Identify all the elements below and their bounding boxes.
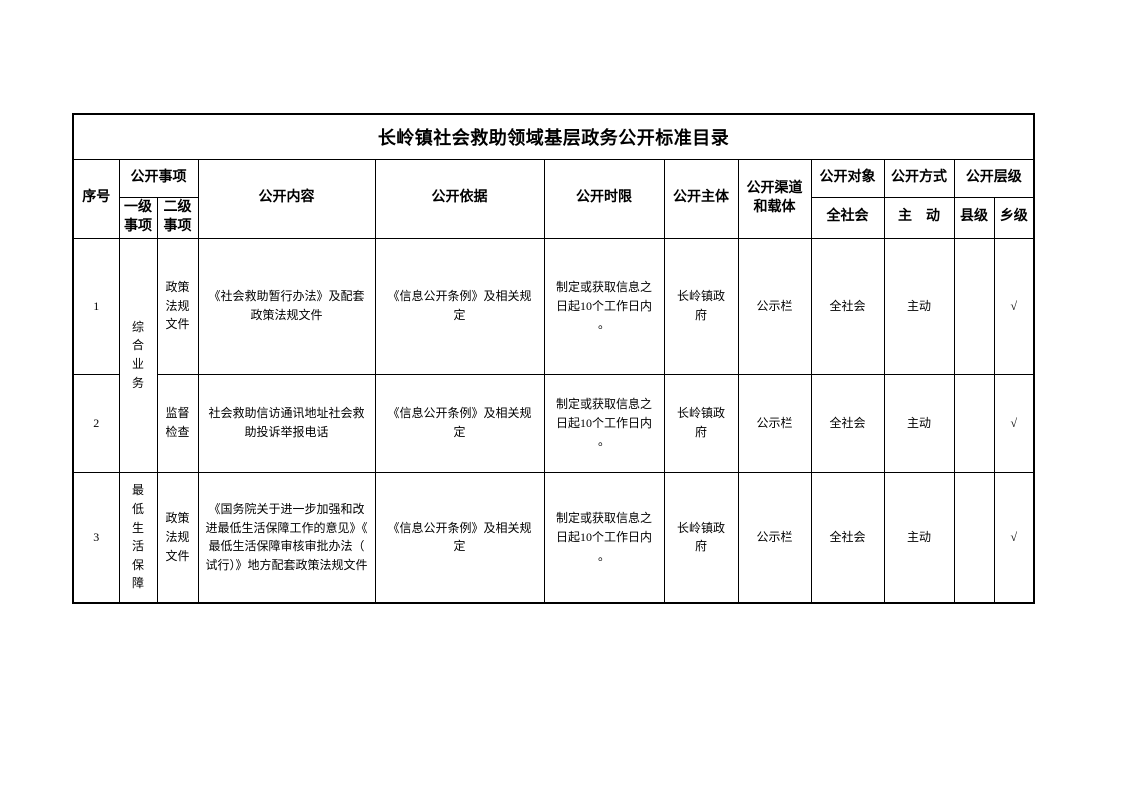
header-time-limit: 公开时限 [543, 158, 665, 239]
row3-cell-township-check: √ [993, 471, 1035, 604]
header-channel: 公开渠道和载体 [737, 158, 812, 239]
row3-cell-time-limit: 制定或获取信息之日起10个工作日内。 [543, 471, 665, 604]
row2-cell-county [953, 373, 995, 473]
row2-cell-level2: 监督检查 [156, 373, 199, 473]
row1-cell-basis: 《信息公开条例》及相关规定 [374, 237, 545, 375]
row2-cell-channel: 公示栏 [737, 373, 812, 473]
row1-cell-seq: 1 [72, 237, 120, 375]
row1-cell-channel: 公示栏 [737, 237, 812, 375]
row2-cell-seq: 2 [72, 373, 120, 473]
header-method: 公开方式 [883, 158, 955, 198]
row2-cell-audience: 全社会 [810, 373, 885, 473]
header-audience: 公开对象 [810, 158, 885, 198]
row1-cell-audience: 全社会 [810, 237, 885, 375]
header-item-group: 公开事项 [118, 158, 199, 198]
row3-cell-method: 主动 [883, 471, 955, 604]
row3-cell-level1: 最低生活保障 [118, 471, 158, 604]
table-row-1: 1 综合业务 政策法规文件 《社会救助暂行办法》及配套政策法规文件 《信息公开条… [72, 237, 1035, 473]
row1-cell-level1: 综合业务 [118, 237, 158, 473]
row1-cell-content: 《社会救助暂行办法》及配套政策法规文件 [197, 237, 376, 375]
row3-cell-level2: 政策法规文件 [156, 471, 199, 604]
header-content: 公开内容 [197, 158, 376, 239]
row1-cell-county [953, 237, 995, 375]
header-level-township: 乡级 [993, 196, 1035, 239]
header-audience-sub: 全社会 [810, 196, 885, 239]
row1-cell-method: 主动 [883, 237, 955, 375]
table-row-3: 3 最低生活保障 政策法规文件 《国务院关于进一步加强和改进最低生活保障工作的意… [72, 471, 1035, 604]
header-level-county: 县级 [953, 196, 995, 239]
row1-cell-level2: 政策法规文件 [156, 237, 199, 375]
row1-cell-township-check: √ [993, 237, 1035, 375]
row2-cell-township-check: √ [993, 373, 1035, 473]
row3-cell-basis: 《信息公开条例》及相关规定 [374, 471, 545, 604]
row2-cell-method: 主动 [883, 373, 955, 473]
row1-cell-time-limit: 制定或获取信息之日起10个工作日内。 [543, 237, 665, 375]
table-title: 长岭镇社会救助领域基层政务公开标准目录 [72, 113, 1035, 160]
header-seq: 序号 [72, 158, 120, 239]
header-basis: 公开依据 [374, 158, 545, 239]
row2-cell-subject: 长岭镇政府 [663, 373, 739, 473]
table-row-2: 2 监督检查 社会救助信访通讯地址社会救助投诉举报电话 《信息公开条例》及相关规… [72, 373, 1035, 473]
row3-cell-county [953, 471, 995, 604]
standards-directory-table: 长岭镇社会救助领域基层政务公开标准目录 序号 公开事项 公开内容 公开依据 公开… [72, 113, 1036, 604]
header-subject: 公开主体 [663, 158, 739, 239]
row2-cell-basis: 《信息公开条例》及相关规定 [374, 373, 545, 473]
header-method-sub: 主 动 [883, 196, 955, 239]
header-item-level1: 一级事项 [118, 196, 158, 239]
header-item-level2: 二级事项 [156, 196, 199, 239]
row2-cell-time-limit: 制定或获取信息之日起10个工作日内。 [543, 373, 665, 473]
row3-cell-audience: 全社会 [810, 471, 885, 604]
row3-cell-subject: 长岭镇政府 [663, 471, 739, 604]
header-level-group: 公开层级 [953, 158, 1035, 198]
row2-cell-content: 社会救助信访通讯地址社会救助投诉举报电话 [197, 373, 376, 473]
row3-cell-channel: 公示栏 [737, 471, 812, 604]
row3-cell-content: 《国务院关于进一步加强和改进最低生活保障工作的意见》《最低生活保障审核审批办法（… [197, 471, 376, 604]
row1-cell-subject: 长岭镇政府 [663, 237, 739, 375]
row3-cell-seq: 3 [72, 471, 120, 604]
